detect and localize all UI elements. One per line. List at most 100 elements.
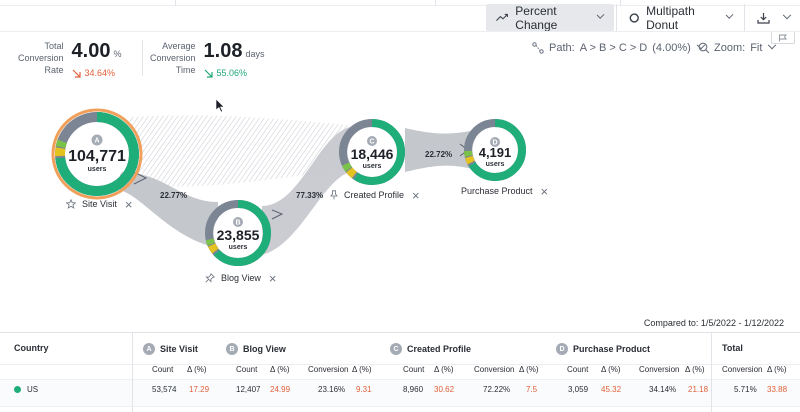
node-name: Created Profile (344, 190, 405, 200)
total-header[interactable]: Total (722, 343, 743, 353)
node-name: Blog View (221, 273, 261, 283)
download-icon (757, 12, 770, 24)
subheader-delta: Δ (%) (601, 365, 621, 374)
link-label-a-b: 22.77% (160, 191, 187, 200)
pin-icon[interactable] (205, 273, 215, 283)
node-label-blog-view: Blog View × (205, 270, 277, 286)
node-created-profile[interactable]: C 18,446 users (339, 119, 405, 185)
node-blog-view[interactable]: B 23,855 users (205, 200, 271, 266)
subheader-count: Count (567, 365, 589, 374)
column-header-site-visit[interactable]: A Site Visit (143, 343, 198, 355)
multipath-donut-label: Multipath Donut (646, 3, 695, 32)
chevron-down-icon (768, 40, 777, 50)
avg-conversion-metric: Average Conversion Time 1.08 days 55.06% (150, 40, 264, 78)
cell-conversion: 5.71% (734, 385, 757, 394)
node-unit: users (229, 244, 248, 251)
close-icon[interactable]: × (412, 187, 420, 203)
subheader-delta: Δ (%) (434, 365, 454, 374)
donut-icon (629, 12, 639, 23)
subheader-conversion: Conversion (639, 365, 680, 374)
column-header-purchase-product[interactable]: D Purchase Product (556, 343, 650, 355)
metric-label: Rate (44, 65, 64, 75)
country-cell: US (14, 385, 38, 394)
link-label-c-d: 22.72% (425, 150, 452, 159)
path-selector[interactable]: Path: A > B > C > D (4.00%) (532, 40, 706, 54)
path-icon (532, 42, 544, 54)
close-icon[interactable]: × (124, 196, 133, 212)
node-letter: A (94, 138, 99, 145)
path-label: Path: (549, 42, 575, 54)
path-percent: (4.00%) (652, 42, 691, 54)
subheader-conversion: Conversion (308, 365, 349, 374)
node-name: Purchase Product (461, 186, 533, 196)
column-header-created-profile[interactable]: C Created Profile (390, 343, 471, 355)
node-purchase-product[interactable]: D 4,191 users (464, 119, 526, 181)
cell-delta: 24.99 (270, 385, 291, 394)
flow-link-a-c[interactable] (130, 115, 350, 187)
multipath-donut-button[interactable]: Multipath Donut (619, 3, 743, 32)
cell-conversion: 23.16% (318, 385, 346, 394)
node-unit: users (486, 161, 505, 168)
total-conversion-metric: Total Conversion Rate 4.00% 34.64% (18, 40, 121, 78)
flow-link-a-b[interactable] (120, 172, 218, 248)
subheader-conversion: Conversion (474, 365, 515, 374)
chevron-down-icon (725, 10, 734, 19)
top-strip (0, 0, 800, 6)
percent-change-button[interactable]: Percent Change (486, 4, 614, 32)
arrow-down-right-icon (72, 69, 81, 78)
metric-change: 34.64% (84, 68, 116, 78)
cell-delta: 33.88 (767, 385, 788, 394)
metric-label: Time (175, 65, 196, 75)
flag-button[interactable] (771, 32, 795, 44)
star-icon[interactable] (66, 199, 76, 209)
funnel-flow-diagram: 22.77% 77.33% 22.72% A 104,771 users B 2… (51, 98, 526, 266)
cell-delta: 9.31 (356, 385, 372, 394)
node-value: 18,446 (351, 146, 394, 162)
chevron-down-icon (596, 10, 606, 19)
trend-up-icon (496, 13, 508, 21)
node-label-created-profile: Created Profile × (330, 187, 420, 203)
node-letter: C (369, 139, 374, 146)
cell-delta: 7.5 (526, 385, 538, 394)
node-site-visit[interactable]: A 104,771 users (51, 108, 143, 200)
cell-delta: 45.32 (601, 385, 622, 394)
subheader-delta: Δ (%) (352, 365, 372, 374)
compared-to-range: Compared to: 1/5/2022 - 1/12/2022 (643, 318, 784, 328)
table-row[interactable] (0, 379, 800, 407)
arrow-down-right-icon (204, 69, 213, 78)
cell-conversion: 34.14% (649, 385, 677, 394)
node-letter: B (235, 220, 240, 227)
subheader-delta: Δ (%) (270, 365, 290, 374)
metric-unit: % (113, 49, 122, 59)
zoom-selector[interactable]: Zoom: Fit (698, 40, 777, 54)
flow-link-b-c[interactable] (262, 127, 350, 255)
node-unit: users (88, 166, 107, 173)
metric-label: Total (44, 41, 64, 51)
node-label-site-visit: Site Visit × (66, 196, 133, 212)
country-header[interactable]: Country (14, 343, 49, 353)
close-icon[interactable]: × (540, 183, 549, 199)
zoom-label: Zoom: (714, 42, 746, 54)
column-header-blog-view[interactable]: B Blog View (226, 343, 286, 355)
metric-label: Conversion (18, 53, 64, 63)
mouse-cursor-icon (215, 98, 225, 113)
pin-icon[interactable] (330, 190, 338, 200)
node-letter: D (492, 140, 497, 147)
node-value: 23,855 (217, 227, 260, 243)
subheader-count: Count (236, 365, 258, 374)
chevron-down-icon (782, 10, 792, 19)
flow-link-c-d[interactable] (405, 128, 476, 172)
cell-count: 12,407 (236, 385, 261, 394)
flag-icon (779, 34, 787, 41)
cell-delta: 17.29 (189, 385, 210, 394)
subheader-delta: Δ (%) (187, 365, 207, 374)
subheader-delta: Δ (%) (685, 365, 705, 374)
close-icon[interactable]: × (268, 270, 277, 286)
node-unit: users (363, 163, 382, 170)
subheader-count: Count (403, 365, 425, 374)
cell-count: 8,960 (403, 385, 424, 394)
download-button[interactable] (747, 4, 800, 31)
cell-count: 3,059 (568, 385, 589, 394)
node-value: 104,771 (68, 148, 126, 165)
